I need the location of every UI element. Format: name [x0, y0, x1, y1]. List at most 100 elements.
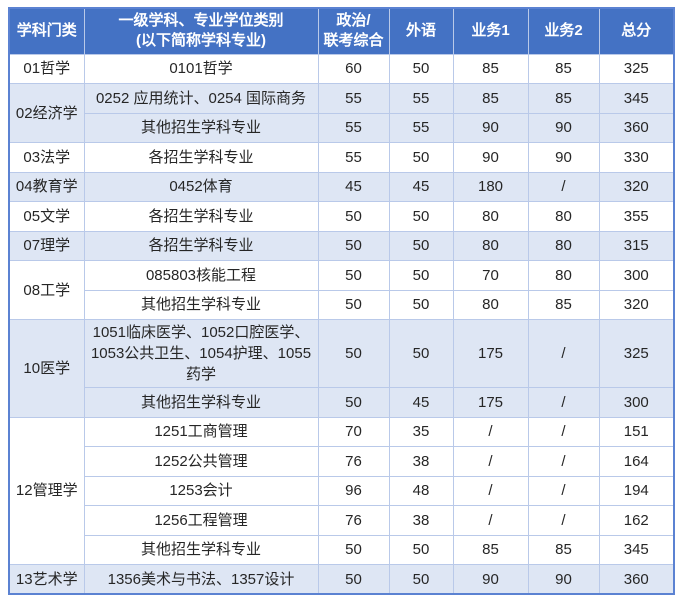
header-cell-foreign: 外语	[388, 7, 454, 55]
table-row: 13艺术学 1356美术与书法、1357设计 50 50 90 90 360	[8, 564, 675, 595]
business1-cell: 90	[452, 112, 529, 143]
major-cell: 其他招生学科专业	[83, 112, 319, 143]
foreign-cell: 50	[388, 53, 454, 84]
major-cell: 各招生学科专业	[83, 201, 319, 232]
header-cell-politics: 政治/ 联考综合	[317, 7, 390, 55]
business2-cell: /	[527, 416, 600, 447]
foreign-cell: 50	[388, 201, 454, 232]
business1-cell: 85	[452, 53, 529, 84]
header-cell-business2: 业务2	[527, 7, 600, 55]
major-cell: 1356美术与书法、1357设计	[83, 564, 319, 595]
header-row: 学科门类 一级学科、专业学位类别 (以下简称学科专业) 政治/ 联考综合 外语 业务1 业…	[8, 7, 675, 55]
category-cell: 03法学	[8, 142, 85, 173]
business2-cell: /	[527, 319, 600, 388]
business1-cell: /	[452, 505, 529, 536]
foreign-cell: 55	[388, 112, 454, 143]
business1-cell: 80	[452, 289, 529, 320]
category-cell: 07理学	[8, 230, 85, 261]
total-cell: 151	[598, 416, 675, 447]
total-cell: 360	[598, 564, 675, 595]
politics-cell: 50	[317, 260, 390, 291]
business1-cell: 180	[452, 171, 529, 202]
total-cell: 325	[598, 319, 675, 388]
foreign-cell: 38	[388, 505, 454, 536]
major-cell: 其他招生学科专业	[83, 534, 319, 565]
table-row: 08工学 085803核能工程 50 50 70 80 300	[8, 260, 675, 320]
total-cell: 320	[598, 289, 675, 320]
politics-cell: 50	[317, 387, 390, 418]
category-cell: 12管理学	[8, 416, 85, 565]
business1-cell: 85	[452, 534, 529, 565]
business2-cell: 85	[527, 534, 600, 565]
category-cell: 05文学	[8, 201, 85, 232]
business2-cell: 85	[527, 83, 600, 114]
politics-cell: 55	[317, 112, 390, 143]
politics-cell: 96	[317, 475, 390, 506]
header-cell-category: 学科门类	[8, 7, 85, 55]
table-row: 1256工程管理 76 38//162	[9, 505, 675, 536]
table-row: 1252公共管理 76 38//164	[9, 446, 675, 477]
total-cell: 300	[598, 260, 675, 291]
business2-cell: 90	[527, 112, 600, 143]
business1-cell: 175	[452, 319, 529, 388]
total-cell: 345	[598, 83, 675, 114]
foreign-cell: 48	[388, 475, 454, 506]
business2-cell: 80	[527, 260, 600, 291]
business2-cell: 90	[527, 564, 600, 595]
table-row: 其他招生学科专业 50 45 175/300	[9, 387, 675, 418]
category-cell: 08工学	[8, 260, 85, 320]
header-cell-major: 一级学科、专业学位类别 (以下简称学科专业)	[83, 7, 319, 55]
business1-cell: 70	[452, 260, 529, 291]
table-row: 12管理学 1251工商管理 70 35//151	[8, 416, 675, 565]
business2-cell: /	[527, 505, 600, 536]
total-cell: 315	[598, 230, 675, 261]
politics-cell: 76	[317, 446, 390, 477]
business1-cell: /	[452, 416, 529, 447]
table-row: 01哲学 0101哲学 60 50 85 85 325	[8, 53, 675, 84]
foreign-cell: 50	[388, 230, 454, 261]
major-cell: 各招生学科专业	[83, 230, 319, 261]
politics-cell: 50	[317, 230, 390, 261]
header-cell-business1: 业务1	[452, 7, 529, 55]
business2-cell: 80	[527, 230, 600, 261]
foreign-cell: 50	[388, 534, 454, 565]
politics-cell: 55	[317, 142, 390, 173]
table-row: 其他招生学科专业 50 50 85 85 345	[9, 534, 675, 565]
total-cell: 325	[598, 53, 675, 84]
foreign-cell: 50	[388, 260, 454, 291]
business1-cell: 175	[452, 387, 529, 418]
business2-cell: /	[527, 171, 600, 202]
table-row: 03法学 各招生学科专业 55 50 90 90 330	[8, 142, 675, 173]
major-cell: 0252 应用统计、0254 国际商务	[83, 83, 319, 114]
major-cell: 085803核能工程	[83, 260, 319, 291]
major-cell: 1252公共管理	[83, 446, 319, 477]
business2-cell: 80	[527, 201, 600, 232]
business2-cell: 90	[527, 142, 600, 173]
major-cell: 1051临床医学、1052口腔医学、1053公共卫生、1054护理、1055药学	[83, 319, 319, 388]
business1-cell: 85	[452, 83, 529, 114]
foreign-cell: 35	[388, 416, 454, 447]
foreign-cell: 50	[388, 289, 454, 320]
category-cell: 02经济学	[8, 83, 85, 143]
business2-cell: 85	[527, 289, 600, 320]
foreign-cell: 45	[388, 387, 454, 418]
politics-cell: 76	[317, 505, 390, 536]
category-cell: 13艺术学	[8, 564, 85, 595]
table-row: 04教育学 0452体育 45 45 180/320	[8, 171, 675, 202]
category-cell: 10医学	[8, 319, 85, 418]
major-cell: 0101哲学	[83, 53, 319, 84]
total-cell: 345	[598, 534, 675, 565]
table-row: 10医学 1051临床医学、1052口腔医学、1053公共卫生、1054护理、10…	[8, 319, 675, 418]
business1-cell: 90	[452, 564, 529, 595]
table-row: 02经济学 0252 应用统计、0254 国际商务 55 55 85 85 345	[8, 83, 675, 143]
category-cell: 04教育学	[8, 171, 85, 202]
table-row: 1253会计 96 48//194	[9, 475, 675, 506]
politics-cell: 55	[317, 83, 390, 114]
politics-cell: 50	[317, 534, 390, 565]
table-header: 学科门类 一级学科、专业学位类别 (以下简称学科专业) 政治/ 联考综合 外语 业务1 业…	[8, 7, 675, 55]
major-cell: 1251工商管理	[83, 416, 319, 447]
total-cell: 360	[598, 112, 675, 143]
business2-cell: /	[527, 446, 600, 477]
foreign-cell: 55	[388, 83, 454, 114]
politics-cell: 50	[317, 564, 390, 595]
